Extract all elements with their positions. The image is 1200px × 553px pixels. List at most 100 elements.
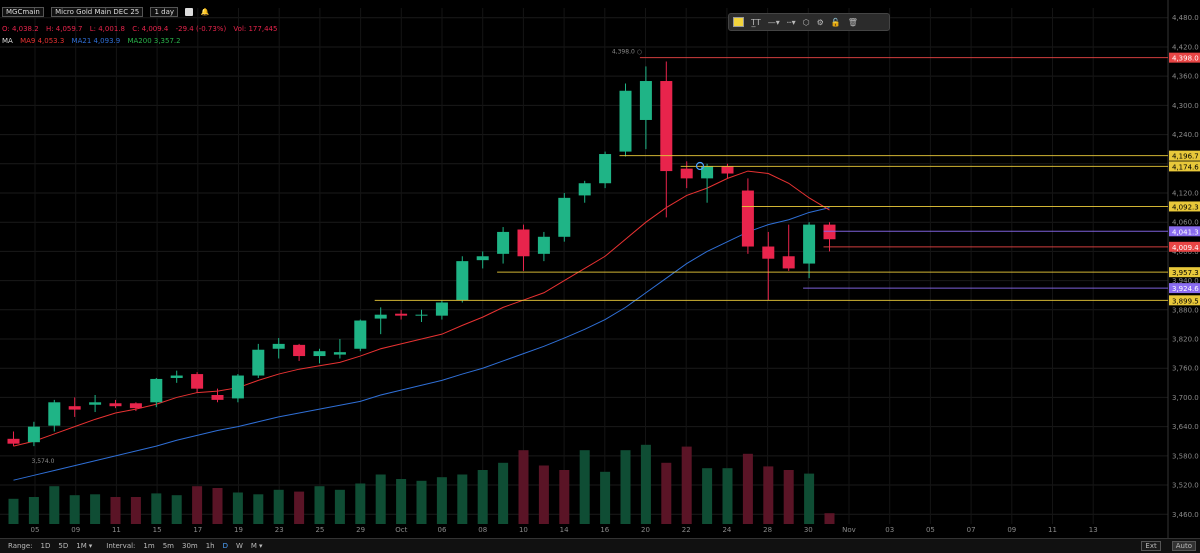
volume-bar: [600, 471, 611, 524]
low-value: L: 4,001.8: [89, 25, 125, 33]
x-tick-label: 22: [682, 526, 691, 534]
x-tick-label: 11: [112, 526, 121, 534]
ma200-value: MA200 3,357.2: [127, 37, 181, 45]
volume-bar: [69, 495, 80, 524]
range-dropdown-icon[interactable]: ▾: [88, 542, 93, 550]
x-tick-label: 20: [641, 526, 650, 534]
x-tick-label: 05: [31, 526, 40, 534]
level-badge-label: 4,398.0: [1172, 55, 1199, 63]
x-tick-label: 17: [193, 526, 202, 534]
candle-body: [231, 375, 244, 399]
line-style-icon[interactable]: —▾: [767, 17, 780, 27]
range-5d[interactable]: 5D: [58, 542, 69, 550]
x-tick-label: 07: [967, 526, 976, 534]
volume-bar: [294, 491, 305, 524]
symbol-box[interactable]: MGCmain: [2, 7, 44, 17]
volume-bar: [253, 494, 264, 524]
price-chart[interactable]: 4,480.04,420.04,360.04,300.04,240.04,180…: [0, 0, 1200, 538]
volume-bar: [681, 446, 692, 524]
interval-w[interactable]: W: [236, 542, 243, 550]
volume-bar: [742, 453, 753, 524]
text-icon[interactable]: T̲T: [751, 17, 761, 27]
delete-icon[interactable]: 🗑: [847, 17, 858, 27]
x-tick-label: 24: [722, 526, 731, 534]
auto-button[interactable]: Auto: [1171, 541, 1196, 551]
level-badge-label: 4,196.7: [1172, 153, 1199, 161]
x-tick-label: 08: [478, 526, 487, 534]
interval-m[interactable]: M: [250, 542, 257, 550]
range-1d[interactable]: 1D: [40, 542, 51, 550]
symbol-row: MGCmain Micro Gold Main DEC 25 1 day 🔔: [2, 7, 214, 17]
y-tick-label: 3,940.0: [1172, 277, 1199, 285]
candle-body: [660, 81, 673, 172]
level-badge-label: 4,092.3: [1172, 203, 1199, 211]
volume-bar: [804, 473, 815, 524]
level-badge-label: 4,041.3: [1172, 228, 1199, 236]
candle-body: [619, 90, 632, 152]
volume-bar: [702, 468, 713, 524]
volume-bar: [518, 450, 529, 524]
volume-bar: [722, 468, 733, 524]
interval-1h[interactable]: 1h: [205, 542, 215, 550]
candle-body: [497, 231, 510, 254]
alert-bell-icon[interactable]: 🔔: [200, 8, 210, 16]
volume-bar: [477, 470, 488, 524]
volume-bar: [192, 486, 203, 524]
x-tick-label: Oct: [395, 526, 407, 534]
candle-body: [639, 81, 652, 120]
volume-bar: [151, 493, 162, 524]
volume-bar: [49, 486, 60, 524]
candle-body: [129, 403, 142, 409]
candle-body: [415, 314, 428, 316]
x-tick-label: 09: [1007, 526, 1016, 534]
interval-30m[interactable]: 30m: [181, 542, 198, 550]
interval-label: Interval:: [106, 542, 136, 550]
x-tick-label: 10: [519, 526, 528, 534]
interval-1m[interactable]: 1m: [143, 542, 155, 550]
volume-bar: [314, 486, 325, 524]
interval-d[interactable]: D: [222, 542, 228, 550]
candle-body: [354, 320, 367, 349]
description-box[interactable]: Micro Gold Main DEC 25: [51, 7, 144, 17]
x-tick-label: 28: [763, 526, 772, 534]
candle-body: [395, 313, 408, 316]
settings-icon[interactable]: ⚙: [816, 17, 824, 27]
ma21-value: MA21 4,093.9: [71, 37, 121, 45]
y-tick-label: 4,480.0: [1172, 14, 1199, 22]
volume-bar: [498, 462, 509, 524]
interval-5m[interactable]: 5m: [162, 542, 174, 550]
ma-label: MA: [2, 37, 13, 45]
chart-type-icon[interactable]: [185, 8, 194, 16]
candle-body: [599, 154, 612, 184]
x-tick-label: 16: [600, 526, 609, 534]
level-badge: [1169, 226, 1200, 237]
level-badge-label: 3,899.5: [1172, 297, 1199, 305]
candle-body: [272, 343, 285, 349]
level-badge: [1169, 267, 1200, 278]
range-1m[interactable]: 1M: [76, 542, 87, 550]
ext-button[interactable]: Ext: [1141, 541, 1161, 551]
candle-body: [741, 190, 754, 247]
volume-bar: [273, 489, 284, 524]
y-tick-label: 4,000.0: [1172, 248, 1199, 256]
x-tick-label: 25: [315, 526, 324, 534]
x-tick-label: 03: [885, 526, 894, 534]
bottom-right-buttons: Ext Auto: [1133, 541, 1196, 551]
bottom-bar: Range: 1D 5D 1M ▾ Interval: 1m 5m 30m 1h…: [0, 538, 1200, 553]
candle-body: [578, 183, 591, 196]
candle-body: [170, 375, 183, 378]
ma9-value: MA9 4,053.3: [20, 37, 65, 45]
ma-row: MA MA9 4,053.3 MA21 4,093.9 MA200 3,357.…: [2, 37, 186, 45]
shape-icon[interactable]: ⬡: [802, 17, 810, 27]
volume-bar: [436, 477, 447, 524]
volume-bar: [763, 466, 774, 524]
line-dash-icon[interactable]: ┄▾: [786, 17, 796, 27]
interval-dropdown-icon[interactable]: ▾: [258, 542, 263, 550]
color-swatch-icon[interactable]: [733, 17, 744, 27]
level-badge: [1169, 52, 1200, 63]
volume-bar: [640, 444, 651, 524]
interval-box[interactable]: 1 day: [150, 7, 179, 17]
volume-bar: [559, 470, 570, 524]
candle-body: [558, 197, 571, 237]
lock-icon[interactable]: 🔓: [830, 17, 841, 27]
